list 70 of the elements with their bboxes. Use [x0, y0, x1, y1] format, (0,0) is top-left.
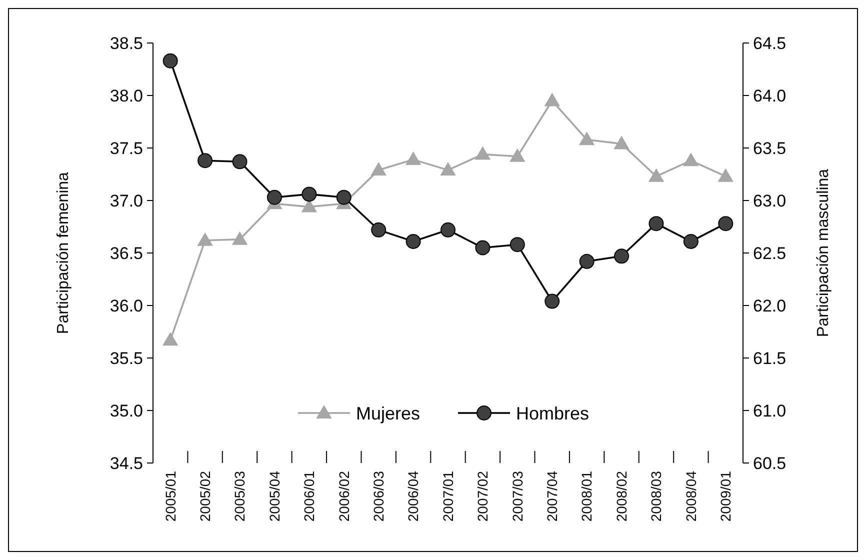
- point: [718, 216, 734, 232]
- point: [475, 240, 490, 256]
- y2-tick-label: 63.5: [753, 138, 786, 158]
- y2-tick-label: 62.0: [753, 296, 786, 316]
- y2-tick-label: 62.5: [753, 244, 786, 263]
- point: [544, 294, 560, 309]
- point: [162, 53, 178, 68]
- y2-axis-title: Participación masculina: [815, 168, 832, 338]
- point: [718, 168, 734, 182]
- x-tick-label: 2005/04: [266, 470, 282, 522]
- x-tick-label: 2008/02: [613, 470, 630, 522]
- point: [544, 93, 560, 106]
- point: [579, 132, 594, 146]
- y-tick-label: 34.5: [110, 454, 143, 473]
- x-tick-label: 2008/01: [578, 470, 595, 522]
- legend-label: Hombres: [516, 403, 590, 424]
- point: [371, 222, 386, 238]
- point: [406, 152, 421, 166]
- point: [510, 237, 525, 252]
- point: [162, 332, 178, 346]
- point: [683, 153, 698, 166]
- x-tick-label: 2006/04: [405, 470, 422, 522]
- x-tick-label: 2005/02: [196, 470, 213, 522]
- y-tick-label: 37.5: [110, 138, 143, 158]
- y-tick-label: 38.0: [110, 86, 143, 106]
- y2-tick-label: 60.5: [753, 454, 786, 473]
- point: [232, 232, 248, 245]
- point: [648, 216, 664, 232]
- point: [198, 232, 213, 246]
- y-tick-label: 36.5: [110, 244, 143, 263]
- y-axis-title: Participación femenina: [55, 172, 72, 334]
- point: [336, 190, 352, 205]
- point: [614, 248, 630, 264]
- x-tick-label: 2005/03: [232, 470, 248, 522]
- x-tick-label: 2006/02: [336, 470, 352, 522]
- y-tick-label: 38.5: [110, 34, 143, 53]
- x-tick-label: 2009/01: [718, 470, 734, 522]
- point: [579, 254, 594, 269]
- point: [510, 148, 525, 162]
- x-tick-label: 2007/04: [544, 470, 560, 522]
- x-tick-label: 2006/03: [370, 470, 386, 522]
- point: [440, 162, 456, 176]
- x-tick-label: 2008/03: [648, 470, 664, 522]
- point: [232, 154, 248, 170]
- x-tick-label: 2008/04: [682, 470, 699, 522]
- point: [371, 162, 386, 176]
- point: [406, 234, 421, 249]
- point: [440, 222, 456, 238]
- point: [302, 186, 317, 202]
- x-tick-label: 2007/03: [509, 470, 526, 522]
- point: [266, 190, 282, 205]
- x-tick-label: 2007/02: [474, 470, 491, 522]
- point: [614, 136, 630, 150]
- y2-tick-label: 64.0: [753, 86, 786, 106]
- x-tick-label: 2005/01: [162, 470, 178, 522]
- y-tick-label: 37.0: [110, 191, 143, 210]
- y2-tick-label: 63.0: [753, 191, 786, 210]
- y-tick-label: 36.0: [110, 296, 143, 316]
- x-tick-label: 2007/01: [440, 470, 456, 522]
- y2-tick-label: 61.0: [753, 401, 786, 420]
- y2-tick-label: 61.5: [753, 348, 786, 368]
- point: [475, 146, 490, 160]
- legend-label: Mujeres: [356, 403, 420, 424]
- y-tick-label: 35.5: [110, 348, 143, 368]
- y2-tick-label: 64.5: [753, 34, 786, 53]
- y-tick-label: 35.0: [110, 401, 143, 420]
- point: [683, 234, 698, 249]
- point: [648, 168, 664, 182]
- point: [198, 153, 213, 168]
- x-tick-label: 2006/01: [301, 470, 318, 522]
